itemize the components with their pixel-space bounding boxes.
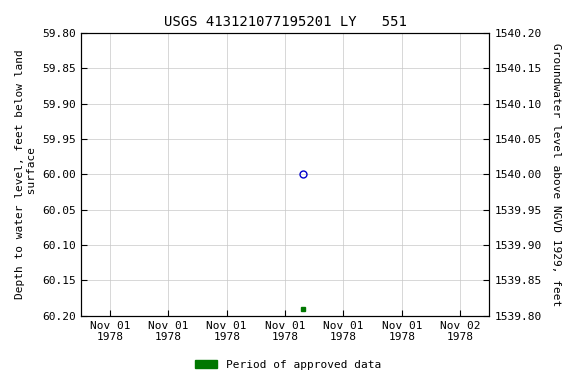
Y-axis label: Depth to water level, feet below land
 surface: Depth to water level, feet below land su… xyxy=(15,50,37,299)
Y-axis label: Groundwater level above NGVD 1929, feet: Groundwater level above NGVD 1929, feet xyxy=(551,43,561,306)
Title: USGS 413121077195201 LY   551: USGS 413121077195201 LY 551 xyxy=(164,15,407,29)
Legend: Period of approved data: Period of approved data xyxy=(191,356,385,375)
